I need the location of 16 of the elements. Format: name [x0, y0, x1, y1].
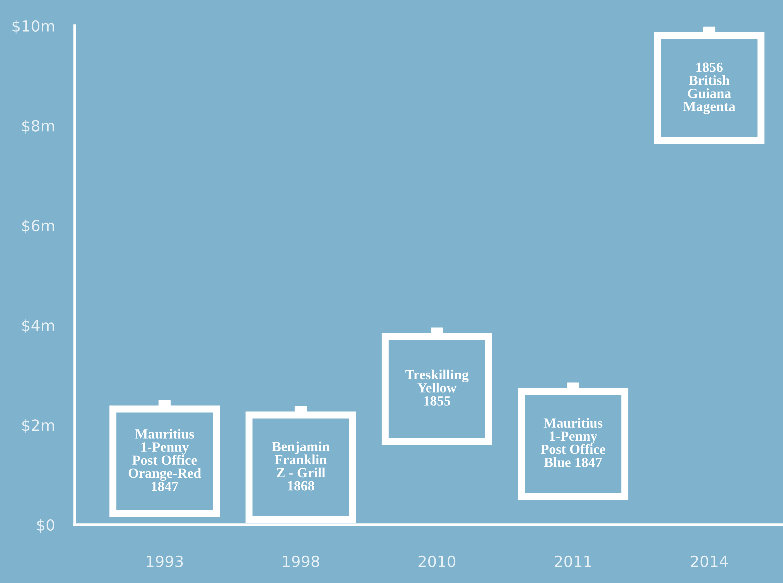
- x-tick-label: 2010: [418, 556, 456, 568]
- y-tick-label: $6m: [22, 220, 54, 234]
- y-tick-label: $4m: [22, 320, 54, 334]
- annotation: Mauritius 1-Penny Post Office Orange-Red 1847: [128, 429, 202, 492]
- x-tick-label: 2014: [691, 556, 728, 568]
- y-tick-label: $10m: [12, 20, 54, 34]
- annotation: Mauritius 1-Penny Post Office Blue 1847: [540, 418, 606, 468]
- y-tick-label: $0: [37, 519, 55, 534]
- y-tick-label: $8m: [22, 120, 54, 134]
- annotation: 1856 British Guiana Magenta: [683, 62, 736, 114]
- annotation: Treskilling Yellow 1855: [406, 370, 469, 406]
- x-tick-label: 2011: [555, 556, 592, 568]
- y-tick-label: $2m: [22, 419, 54, 434]
- annotation: Benjamin Franklin Z - Grill 1868: [272, 442, 330, 491]
- x-tick-label: 1998: [283, 556, 320, 568]
- x-tick-label: 1993: [147, 556, 184, 568]
